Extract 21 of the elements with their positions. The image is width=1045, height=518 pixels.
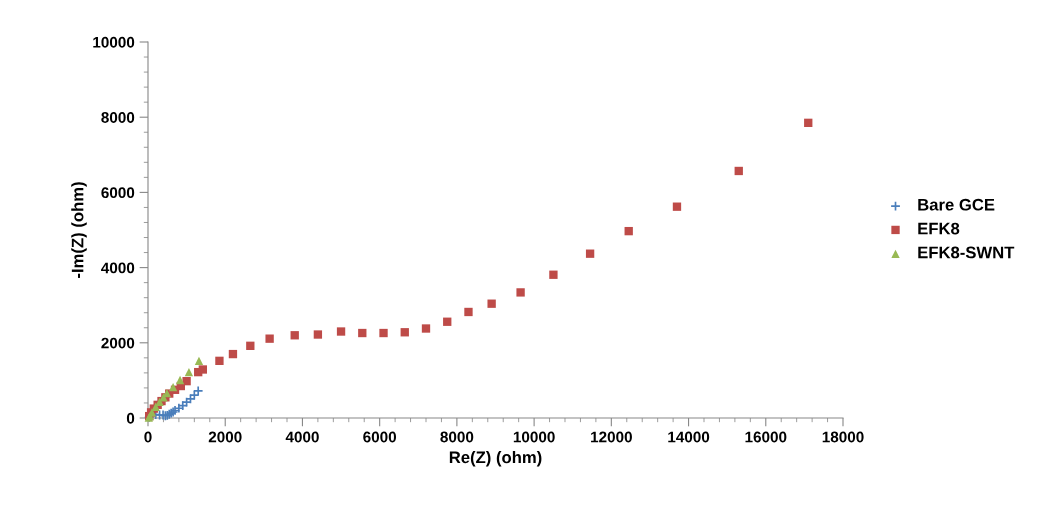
y-tick-label: 6000 [101, 187, 135, 199]
legend-label: Bare GCE [918, 198, 995, 211]
x-tick-label: 0 [144, 431, 152, 443]
x-tick-label: 14000 [668, 431, 710, 443]
y-tick-label: 0 [126, 412, 135, 424]
x-axis-title: Re(Z) (ohm) [449, 450, 542, 467]
x-tick-label: 18000 [822, 431, 864, 443]
x-tick-label: 12000 [591, 431, 632, 443]
x-tick-label: 6000 [363, 431, 397, 443]
y-tick-label: 8000 [101, 112, 135, 123]
x-tick-label: 16000 [745, 431, 787, 443]
y-axis-title: -Im(Z) (ohm) [71, 182, 87, 278]
x-tick-label: 2000 [208, 431, 242, 443]
y-tick-label: 2000 [101, 337, 135, 349]
x-tick-label: 10000 [513, 431, 555, 443]
y-tick-label: 10000 [93, 36, 135, 48]
legend-label: EFK8 [918, 222, 960, 235]
legend-label: EFK8-SWNT [918, 246, 1015, 259]
y-tick-label: 4000 [101, 262, 135, 274]
x-tick-label: 4000 [285, 431, 319, 443]
x-tick-label: 8000 [440, 431, 474, 443]
